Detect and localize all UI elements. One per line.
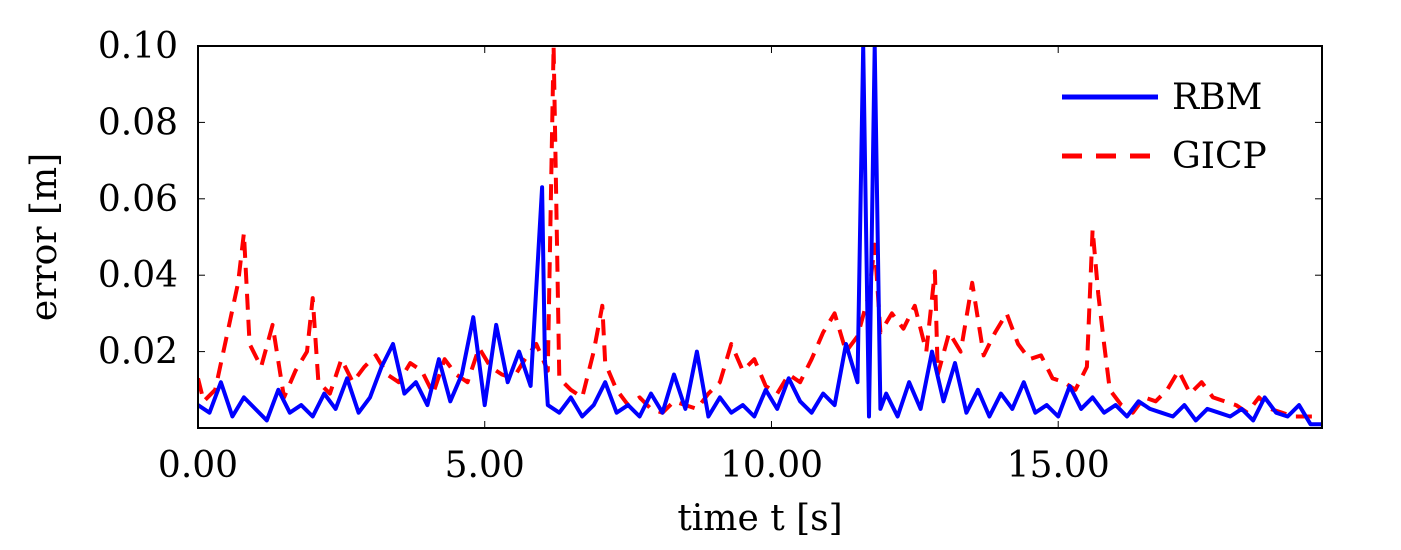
y-axis-label: error [m] xyxy=(24,153,65,321)
x-tick-label: 10.00 xyxy=(720,445,823,486)
x-axis-label: time t [s] xyxy=(677,498,842,539)
series-line-gicp xyxy=(198,46,1322,419)
y-tick-label: 0.06 xyxy=(98,179,178,220)
x-axis: 0.00 5.00 10.00 15.00 xyxy=(158,46,1110,486)
legend-label-rbm: RBM xyxy=(1172,77,1262,118)
x-tick-label: 15.00 xyxy=(1007,445,1110,486)
series-line-rbm xyxy=(198,46,1322,427)
x-tick-label: 0.00 xyxy=(158,445,238,486)
y-tick-label: 0.04 xyxy=(98,255,178,296)
x-tick-label: 5.00 xyxy=(445,445,525,486)
y-tick-label: 0.08 xyxy=(98,102,178,143)
y-tick-label: 0.10 xyxy=(98,26,178,67)
plot-frame xyxy=(197,45,1323,429)
legend-label-gicp: GICP xyxy=(1172,136,1267,177)
series-layer xyxy=(198,46,1322,427)
legend: RBM GICP xyxy=(1062,77,1267,177)
y-tick-label: 0.02 xyxy=(98,332,178,373)
y-axis: 0.02 0.04 0.06 0.08 0.10 xyxy=(98,26,1322,373)
